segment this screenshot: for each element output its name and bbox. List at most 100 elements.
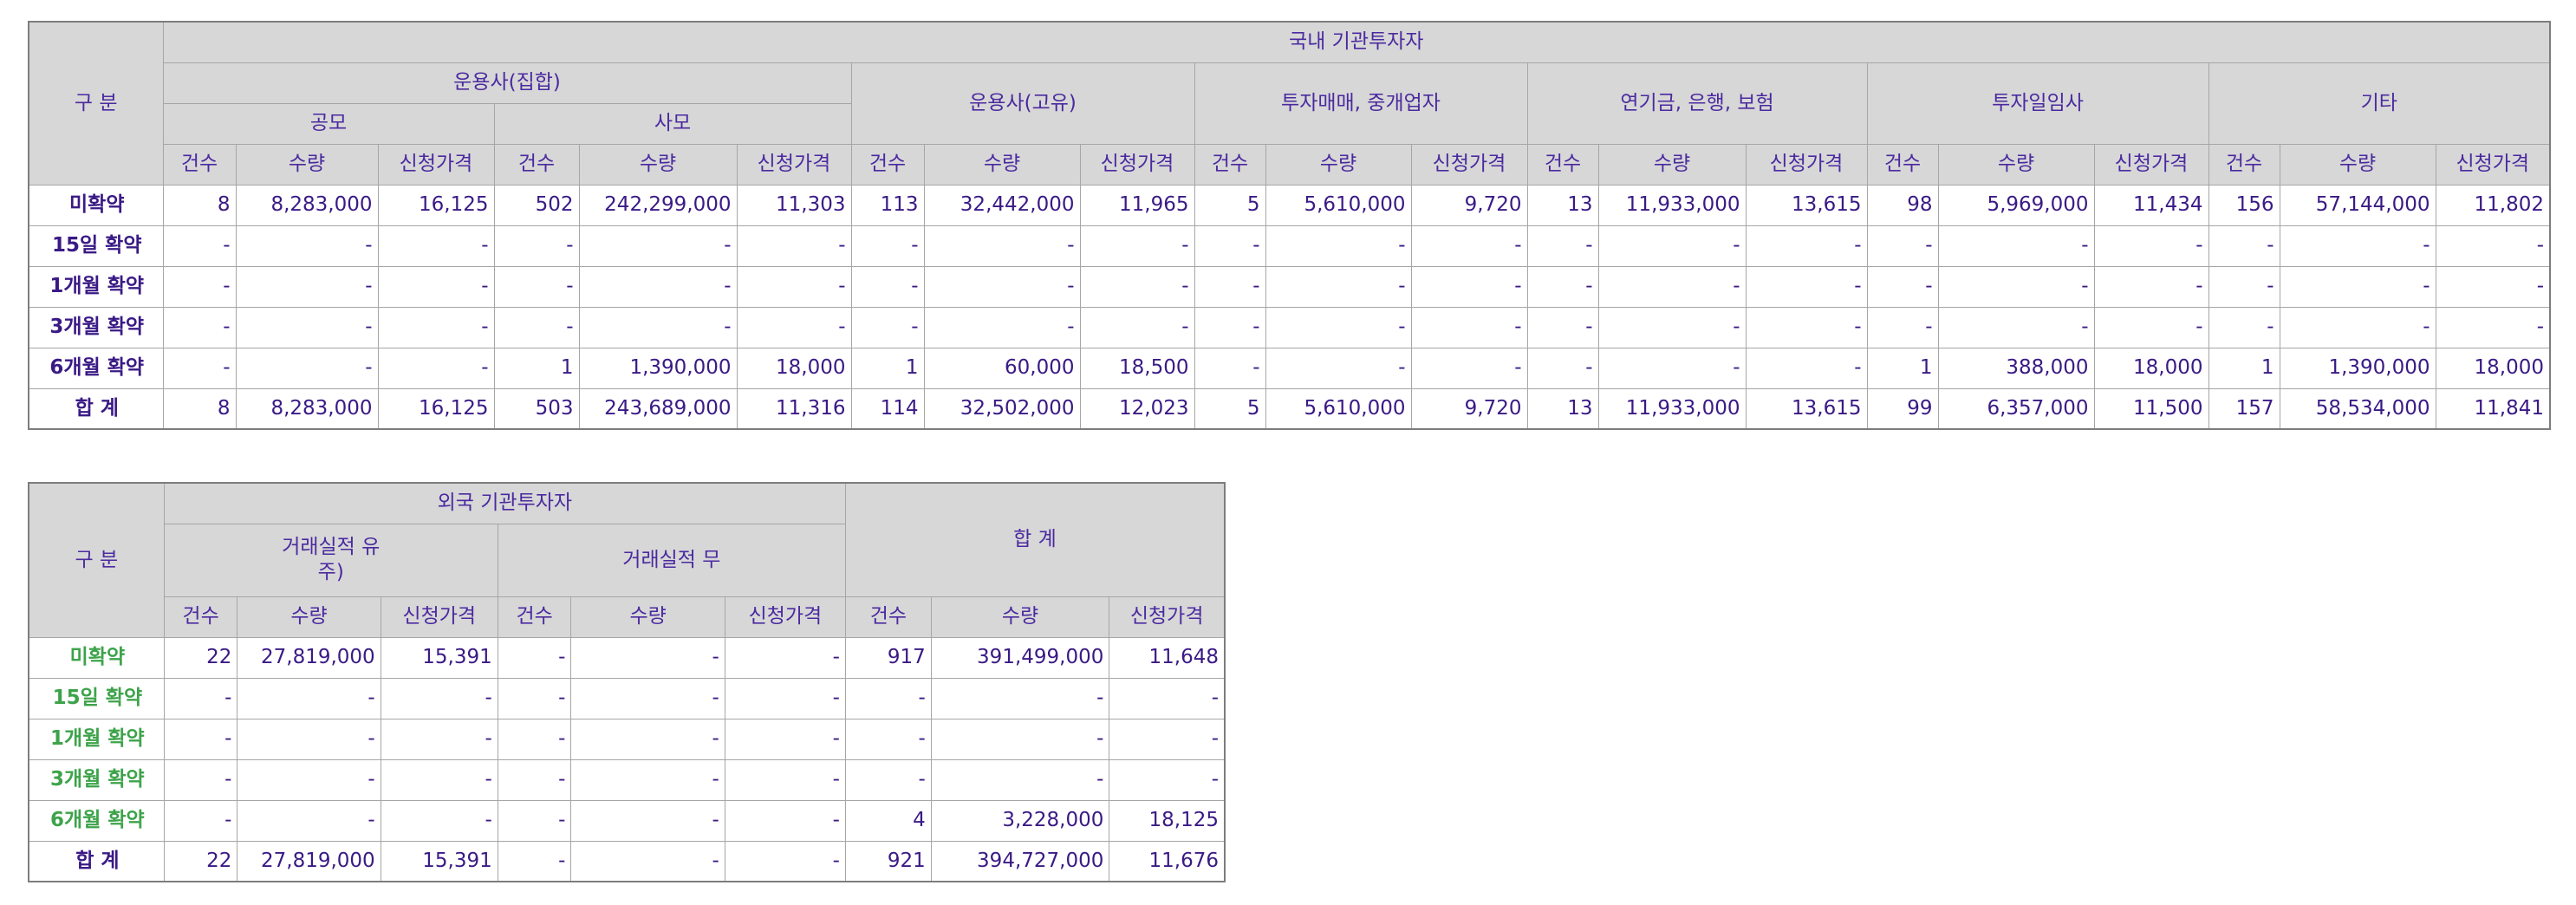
table-cell: - <box>1194 225 1266 267</box>
row-label: 1개월 확약 <box>28 265 164 308</box>
price-header: 신청가격 <box>724 596 846 638</box>
table-cell: - <box>2279 225 2436 267</box>
table-cell: - <box>1866 306 1939 348</box>
table-cell: - <box>1597 225 1747 267</box>
corner-label: 구 분 <box>28 482 165 638</box>
table-cell: - <box>380 799 498 842</box>
table-cell: - <box>1109 677 1226 719</box>
table-cell: - <box>377 347 495 389</box>
row-total: 합 계 22 27,819,000 15,391- - -921 394,727,000 11… <box>28 840 1226 882</box>
table-cell: 8 <box>162 184 237 226</box>
group-header-collective: 운용사(집합) <box>162 62 852 104</box>
table-cell: - <box>1265 306 1412 348</box>
table-cell: - <box>570 799 725 842</box>
price-header: 신청가격 <box>377 143 495 186</box>
table-cell: - <box>844 677 932 719</box>
table-cell: - <box>493 225 580 267</box>
count-header: 건수 <box>850 143 925 186</box>
group-header-other: 기타 <box>2208 62 2551 145</box>
table-cell: - <box>570 636 725 679</box>
table-cell: 921 <box>844 840 932 882</box>
table-cell: 58,534,000 <box>2279 387 2436 430</box>
table-cell: 27,819,000 <box>237 636 381 679</box>
table-cell: - <box>235 347 379 389</box>
group-header-pension-bank-insurance: 연기금, 은행, 보험 <box>1526 62 1868 145</box>
table-cell: 11,933,000 <box>1597 387 1747 430</box>
table-cell: 1,390,000 <box>578 347 738 389</box>
table-cell: - <box>1745 347 1868 389</box>
table-cell: 8 <box>162 387 237 430</box>
count-header: 건수 <box>1866 143 1939 186</box>
quantity-header: 수량 <box>578 143 738 186</box>
table-cell: - <box>493 265 580 308</box>
table-cell: - <box>237 718 381 760</box>
header-row-3: 공모 사모 <box>29 102 2550 145</box>
table-cell: 114 <box>850 387 925 430</box>
table-cell: - <box>235 306 379 348</box>
quantity-header: 수량 <box>1265 143 1412 186</box>
table-cell: - <box>844 759 932 801</box>
table-cell: - <box>850 225 925 267</box>
table-cell: 60,000 <box>923 347 1081 389</box>
table-cell: 12,023 <box>1079 387 1195 430</box>
table-cell: - <box>1526 225 1599 267</box>
row-label: 3개월 확약 <box>28 306 164 348</box>
table-cell: 11,648 <box>1109 636 1226 679</box>
table-cell: 9,720 <box>1410 387 1528 430</box>
count-header: 건수 <box>497 596 572 638</box>
quantity-header: 수량 <box>1937 143 2095 186</box>
table-cell: - <box>1410 265 1528 308</box>
table-cell: - <box>1079 265 1195 308</box>
table-cell: 32,442,000 <box>923 184 1081 226</box>
table-cell: - <box>1194 265 1266 308</box>
price-header: 신청가격 <box>380 596 498 638</box>
table-cell: 388,000 <box>1937 347 2095 389</box>
row-label: 미확약 <box>28 184 164 226</box>
table-cell: - <box>1265 225 1412 267</box>
table-cell: - <box>923 265 1081 308</box>
table-cell: - <box>497 636 572 679</box>
table-cell: 1 <box>2208 347 2280 389</box>
table-cell: - <box>1597 306 1747 348</box>
table-cell: - <box>2093 306 2209 348</box>
table-row: 3개월 확약 - - - - - - - - - <box>28 759 1226 801</box>
table-cell: - <box>1937 306 2095 348</box>
table-cell: 391,499,000 <box>930 636 1110 679</box>
table-cell: - <box>930 718 1110 760</box>
group-header-without-record: 거래실적 무 <box>497 523 846 597</box>
row-label: 15일 확약 <box>28 677 165 719</box>
table-cell: 13 <box>1526 184 1599 226</box>
table-cell: - <box>1937 265 2095 308</box>
price-header: 신청가격 <box>1079 143 1195 186</box>
table-cell: 502 <box>493 184 580 226</box>
group-header-total: 합 계 <box>844 482 1226 597</box>
table-cell: 11,316 <box>736 387 852 430</box>
table-cell: - <box>2093 225 2209 267</box>
table-cell: 18,500 <box>1079 347 1195 389</box>
table-cell: - <box>497 840 572 882</box>
table-cell: 11,933,000 <box>1597 184 1747 226</box>
table-cell: 18,000 <box>2093 347 2209 389</box>
table-cell: - <box>2208 306 2280 348</box>
group-header-discretionary: 투자일임사 <box>1866 62 2209 145</box>
table-cell: - <box>2435 306 2551 348</box>
table-cell: - <box>930 759 1110 801</box>
table-cell: - <box>1194 306 1266 348</box>
row-label: 3개월 확약 <box>28 759 165 801</box>
table-cell: - <box>497 718 572 760</box>
table-cell: 3,228,000 <box>930 799 1110 842</box>
table-cell: - <box>570 759 725 801</box>
row-label: 6개월 확약 <box>28 347 164 389</box>
table-cell: - <box>497 677 572 719</box>
table-cell: - <box>1410 225 1528 267</box>
table-cell: - <box>1526 265 1599 308</box>
table-cell: 6,357,000 <box>1937 387 2095 430</box>
table-row: 6개월 확약 - - -1 1,390,000 18,000 1 60,000 18,500- -… <box>28 347 2551 389</box>
table-cell: - <box>844 718 932 760</box>
table-cell: - <box>162 347 237 389</box>
table-row: 3개월 확약 - - - - - - - - - - - - - - - - - - - - - <box>28 306 2551 348</box>
table-cell: 16,125 <box>377 184 495 226</box>
count-header: 건수 <box>493 143 580 186</box>
table-cell: - <box>377 306 495 348</box>
table-cell: 22 <box>163 840 238 882</box>
